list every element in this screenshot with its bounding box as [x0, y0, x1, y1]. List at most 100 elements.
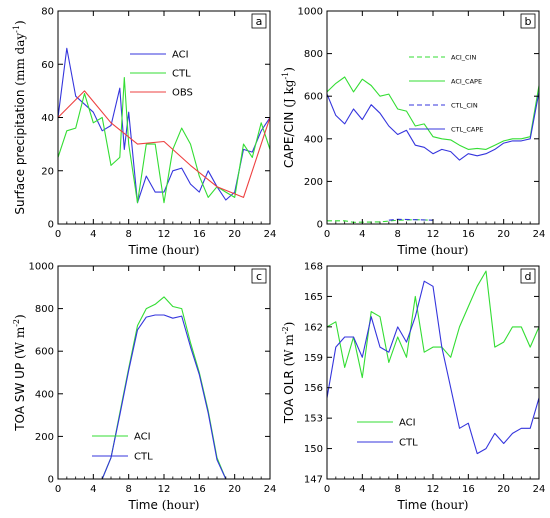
x-tick-label: 8: [394, 229, 400, 240]
series-line-ctl: [327, 280, 539, 455]
x-axis-label-unit: (hour): [162, 498, 200, 512]
y-axis-label-text: Surface precipitation: [13, 86, 27, 215]
x-tick-label: 0: [324, 229, 330, 240]
x-axis-label-unit: (hour): [431, 243, 469, 257]
legend-label-ctl: CTL: [172, 69, 191, 80]
panel-tag-box: [520, 268, 536, 284]
y-axis-label-unit: (W m: [282, 334, 296, 367]
x-tick-label: 20: [228, 229, 241, 240]
x-tick-label: 4: [359, 229, 365, 240]
x-tick-label: 20: [497, 229, 510, 240]
y-tick-label: 156: [304, 383, 323, 394]
plot-frame: [326, 265, 540, 480]
y-tick-label: 200: [304, 177, 323, 188]
x-axis-label: Time (hour): [128, 243, 200, 257]
series-line-ctl: [58, 314, 270, 479]
series-group-c: [58, 296, 270, 479]
x-tick-label: 4: [359, 484, 365, 495]
legend-label-aci-cape: ACI_CAPE: [451, 78, 482, 86]
y-tick-label: 20: [41, 166, 54, 177]
panel-tag: d: [525, 270, 532, 283]
y-tick-label: 400: [35, 389, 54, 400]
y-tick-label: 0: [48, 475, 54, 486]
x-tick-label: 4: [90, 229, 96, 240]
y-tick-label: 600: [35, 347, 54, 358]
x-tick-label: 24: [533, 229, 546, 240]
y-axis-label-unit: (W m: [13, 326, 27, 359]
y-axis-label-sup: -2: [12, 319, 21, 327]
x-tick-label: 16: [193, 484, 206, 495]
x-axis-label-text: Time: [397, 243, 431, 257]
panel-tag: c: [256, 270, 262, 283]
legend-label-ctl-cin: CTL_CIN: [451, 102, 478, 110]
x-tick-label: 8: [125, 484, 131, 495]
y-tick-label: 800: [35, 304, 54, 315]
legend-c: ACI CTL: [92, 432, 153, 463]
y-axis-label-sup: -1: [12, 25, 21, 33]
x-tick-label: 24: [264, 229, 277, 240]
x-tick-label: 12: [427, 484, 440, 495]
legend-a: ACI CTL OBS: [130, 50, 193, 99]
panel-tag-box: [520, 13, 536, 29]
y-tick-label: 168: [304, 262, 323, 273]
y-tick-label: 400: [304, 134, 323, 145]
y-tick-label: 80: [41, 7, 54, 18]
legend-b: ACI_CIN ACI_CAPE CTL_CIN CTL_CAPE: [409, 54, 483, 134]
x-tick-label: 24: [533, 484, 546, 495]
y-tick-label: 0: [48, 220, 54, 231]
legend-label-aci: ACI: [399, 418, 416, 429]
series-group-b: [327, 76, 539, 223]
plot-frame: [326, 10, 540, 225]
y-tick-label: 60: [41, 60, 54, 71]
series-group-a: [58, 47, 270, 204]
x-tick-label: 8: [394, 484, 400, 495]
y-axis-label: Surface precipitation (mm day-1): [12, 20, 27, 214]
series-line-aci: [327, 270, 539, 379]
panel-a: 0 4 8 12 16 20 24 0 20 40 60 80 Time (hour) Surface p…: [12, 7, 276, 258]
legend-label-ctl: CTL: [399, 438, 418, 449]
x-axis-label-unit: (hour): [431, 498, 469, 512]
x-tick-label: 24: [264, 484, 277, 495]
y-tick-label: 165: [304, 292, 323, 303]
x-tick-label: 12: [427, 229, 440, 240]
panel-d: 0 4 8 12 16 20 24 147 150 153 156 159 162 165 168 Time …: [281, 262, 545, 513]
y-tick-label: 147: [304, 475, 323, 486]
y-axis-label: TOA SW UP (W m-2): [12, 314, 27, 431]
plot-frame: [57, 265, 271, 480]
legend-label-ctl: CTL: [134, 452, 153, 463]
series-line-aci-cape: [327, 76, 539, 150]
x-axis-label: Time (hour): [397, 498, 469, 512]
y-tick-label: 40: [41, 113, 54, 124]
y-tick-label: 200: [35, 432, 54, 443]
series-line-ctl-cape: [327, 91, 539, 161]
panel-tag: b: [525, 15, 532, 28]
y-tick-label: 0: [317, 220, 323, 231]
legend-label-aci: ACI: [134, 432, 151, 443]
y-axis-label-close: ): [13, 20, 27, 25]
panel-tag-box: [251, 13, 267, 29]
x-tick-label: 16: [462, 484, 475, 495]
y-tick-label: 800: [304, 49, 323, 60]
legend-label-ctl-cape: CTL_CAPE: [451, 126, 483, 134]
legend-label-obs: OBS: [172, 88, 193, 99]
x-axis-label: Time (hour): [397, 243, 469, 257]
series-line-aci: [58, 296, 270, 479]
y-axis-label-unit: (J kg: [282, 79, 296, 108]
x-tick-label: 8: [125, 229, 131, 240]
y-axis-label-sup: -2: [281, 326, 290, 334]
y-axis-label-text: TOA SW UP: [13, 359, 27, 432]
y-axis-label: CAPE/CIN (J kg-1): [281, 67, 296, 168]
panel-b: 0 4 8 12 16 20 24 0 200 400 600 800 1000 Time (hour) C…: [281, 7, 545, 258]
x-tick-label: 12: [158, 484, 171, 495]
series-line-ctl-cin: [388, 218, 434, 221]
y-tick-label: 1000: [29, 262, 54, 273]
x-tick-label: 20: [497, 484, 510, 495]
x-tick-label: 16: [462, 229, 475, 240]
series-line-ctl: [58, 77, 270, 204]
y-axis-label-text: CAPE/CIN: [282, 108, 296, 168]
y-tick-label: 153: [304, 414, 323, 425]
y-axis-label-close: ): [282, 322, 296, 327]
x-tick-label: 16: [193, 229, 206, 240]
